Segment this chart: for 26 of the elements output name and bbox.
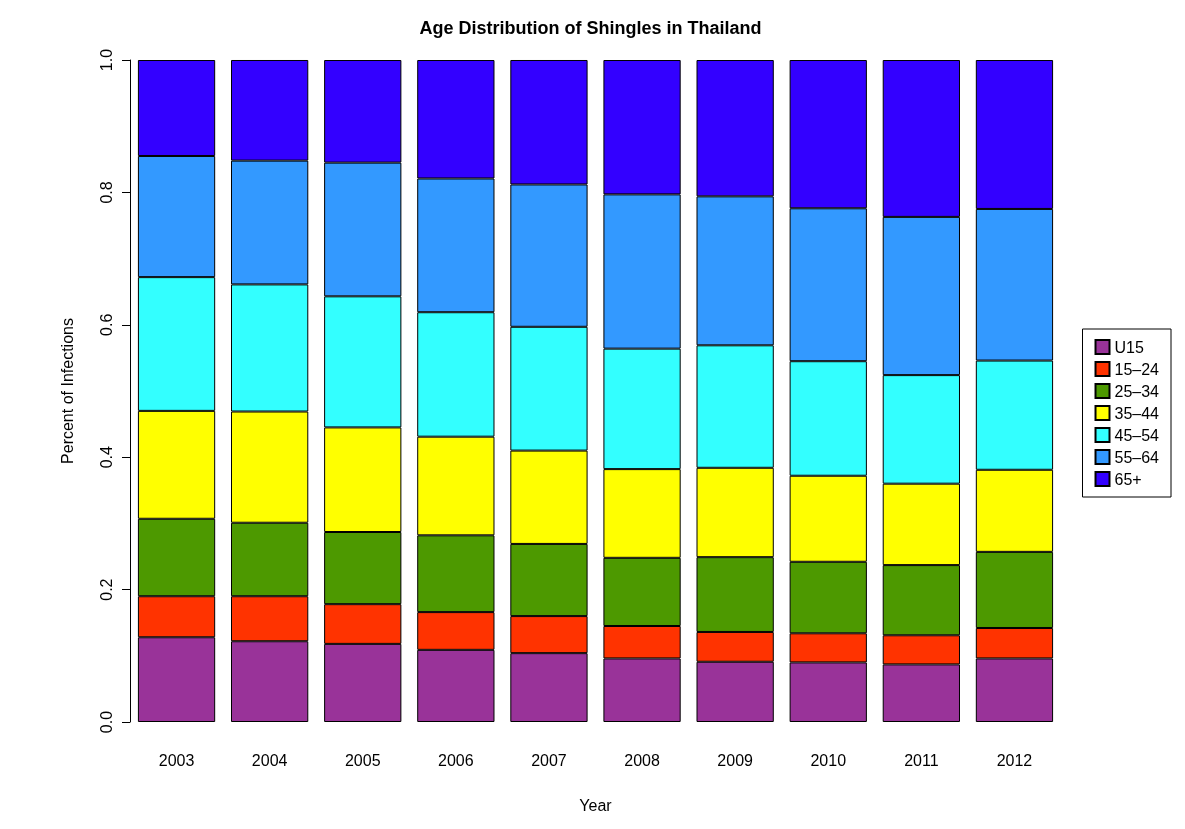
legend-label: 45–54 (1114, 426, 1160, 444)
x-tick-label: 2008 (624, 751, 660, 769)
x-tick-label: 2007 (531, 751, 567, 769)
y-tick-label: 0.0 (97, 710, 115, 734)
legend-label: 15–24 (1114, 360, 1160, 378)
x-tick-label: 2010 (810, 751, 847, 769)
x-tick-label: 2011 (904, 751, 939, 769)
legend-label: U15 (1114, 338, 1144, 356)
chart-title: Age Distribution of Shingles in Thailand (419, 18, 762, 38)
x-tick-label: 2006 (438, 751, 474, 769)
legend-label: 25–34 (1114, 382, 1160, 400)
x-axis-title: Year (579, 796, 613, 814)
y-axis-title: Percent of Infections (58, 318, 76, 464)
y-tick-label: 0.6 (97, 313, 115, 336)
y-tick-label: 1.0 (97, 48, 115, 72)
x-tick-label: 2003 (158, 751, 195, 769)
y-tick-label: 0.2 (97, 578, 115, 601)
y-tick-label: 0.4 (97, 445, 115, 469)
legend-label: 35–44 (1114, 404, 1160, 422)
legend-label: 65+ (1114, 470, 1142, 488)
x-tick-label: 2012 (996, 751, 1033, 769)
x-tick-label: 2004 (251, 751, 288, 769)
x-tick-label: 2005 (344, 751, 381, 769)
y-tick-label: 0.8 (97, 181, 115, 204)
x-tick-label: 2009 (717, 751, 754, 769)
legend-label: 55–64 (1114, 448, 1160, 466)
